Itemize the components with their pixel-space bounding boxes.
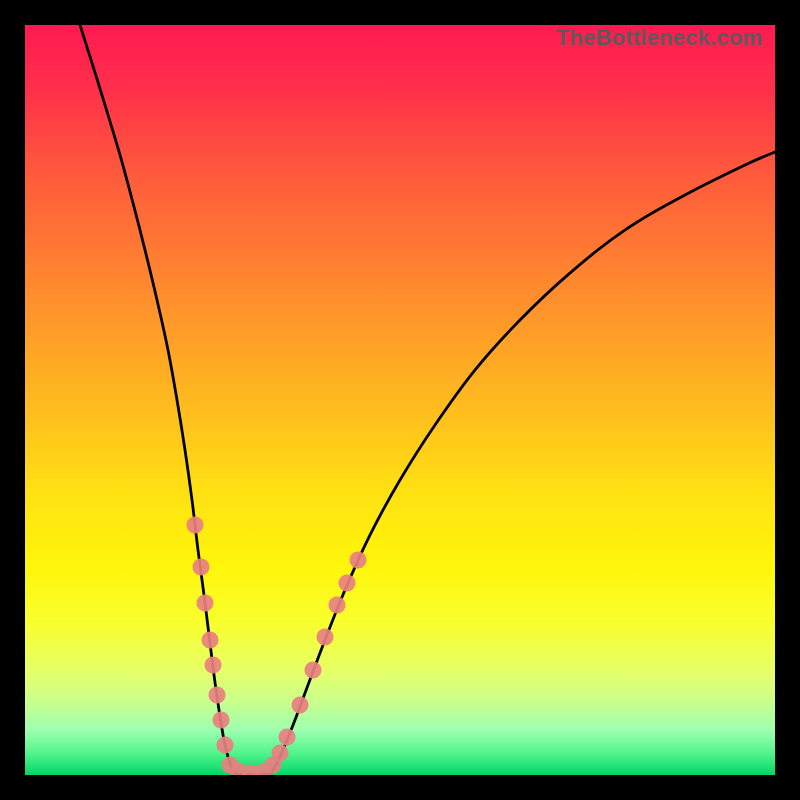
curve-overlay	[25, 25, 775, 775]
marker-group	[187, 517, 367, 776]
data-point-marker	[202, 632, 219, 649]
data-point-marker	[350, 552, 367, 569]
bottleneck-curve	[80, 25, 775, 775]
data-point-marker	[213, 712, 230, 729]
data-point-marker	[209, 687, 226, 704]
watermark-text: TheBottleneck.com	[557, 25, 763, 51]
data-point-marker	[197, 595, 214, 612]
data-point-marker	[317, 629, 334, 646]
data-point-marker	[339, 575, 356, 592]
data-point-marker	[205, 657, 222, 674]
data-point-marker	[292, 697, 309, 714]
data-point-marker	[272, 745, 289, 762]
chart-outer-frame: TheBottleneck.com	[0, 0, 800, 800]
data-point-marker	[187, 517, 204, 534]
data-point-marker	[279, 729, 296, 746]
data-point-marker	[329, 597, 346, 614]
data-point-marker	[193, 559, 210, 576]
plot-area: TheBottleneck.com	[25, 25, 775, 775]
data-point-marker	[217, 737, 234, 754]
data-point-marker	[305, 662, 322, 679]
